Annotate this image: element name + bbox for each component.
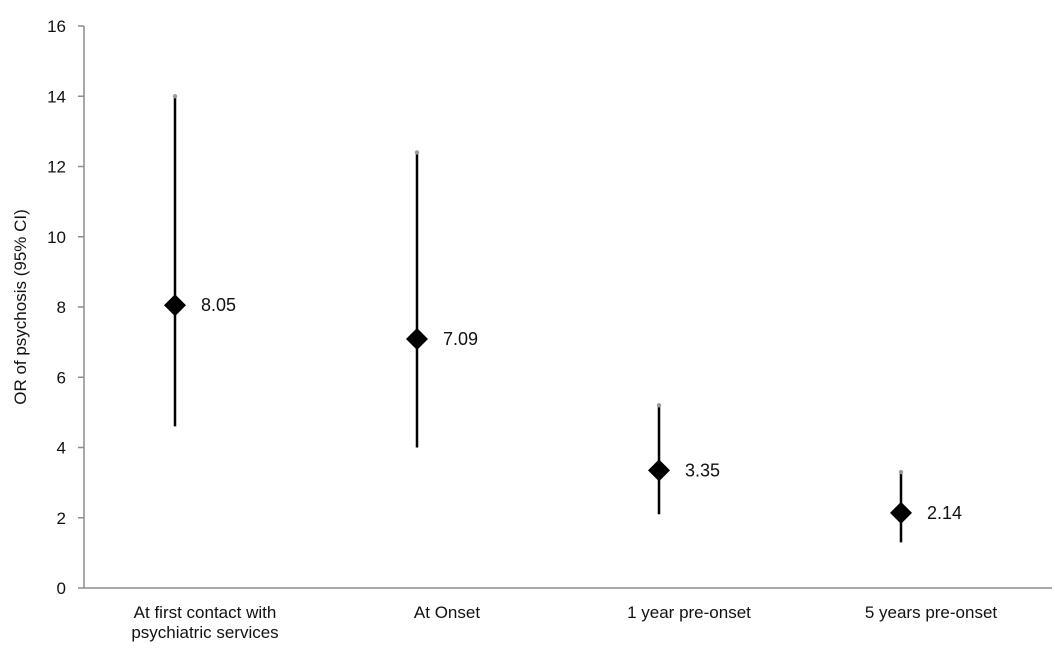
x-category-label: 1 year pre-onset bbox=[627, 603, 751, 622]
y-tick-label: 16 bbox=[47, 17, 66, 36]
error-bar-cap bbox=[898, 469, 904, 475]
point-marker-diamond bbox=[890, 501, 912, 524]
x-category-label: At Onset bbox=[414, 603, 480, 622]
data-marks: 8.05 7.09 3.35 2.14 bbox=[164, 94, 962, 543]
point-marker-diamond bbox=[406, 327, 428, 350]
data-point-group: 2.14 bbox=[890, 469, 962, 543]
y-tick-label: 6 bbox=[57, 368, 66, 387]
x-axis-category-labels: At first contact with psychiatric service… bbox=[131, 603, 997, 642]
y-tick-label: 10 bbox=[47, 228, 66, 247]
x-category-label: At first contact with psychiatric service… bbox=[131, 603, 278, 642]
y-axis-label: OR of psychosis (95% CI) bbox=[11, 209, 30, 405]
value-label: 8.05 bbox=[201, 295, 236, 315]
data-point-group: 7.09 bbox=[406, 150, 478, 448]
y-tick-label: 4 bbox=[57, 439, 66, 458]
error-bar-cap bbox=[414, 150, 420, 155]
point-marker-diamond bbox=[648, 459, 670, 482]
y-tick-label: 14 bbox=[47, 87, 66, 106]
y-tick-label: 2 bbox=[57, 509, 66, 528]
y-tick-label: 8 bbox=[57, 298, 66, 317]
value-label: 2.14 bbox=[927, 503, 962, 523]
value-label: 3.35 bbox=[685, 460, 720, 480]
x-category-label: 5 years pre-onset bbox=[865, 603, 998, 622]
y-tick-label: 12 bbox=[47, 158, 66, 177]
point-marker-diamond bbox=[164, 294, 186, 317]
error-bar-cap bbox=[172, 94, 178, 99]
value-label: 7.09 bbox=[443, 329, 478, 349]
y-axis-ticks: 0 2 4 6 8 10 12 14 16 bbox=[47, 17, 84, 598]
data-point-group: 3.35 bbox=[648, 403, 720, 515]
data-point-group: 8.05 bbox=[164, 94, 236, 427]
error-bar-cap bbox=[656, 403, 662, 408]
y-tick-label: 0 bbox=[57, 579, 66, 598]
